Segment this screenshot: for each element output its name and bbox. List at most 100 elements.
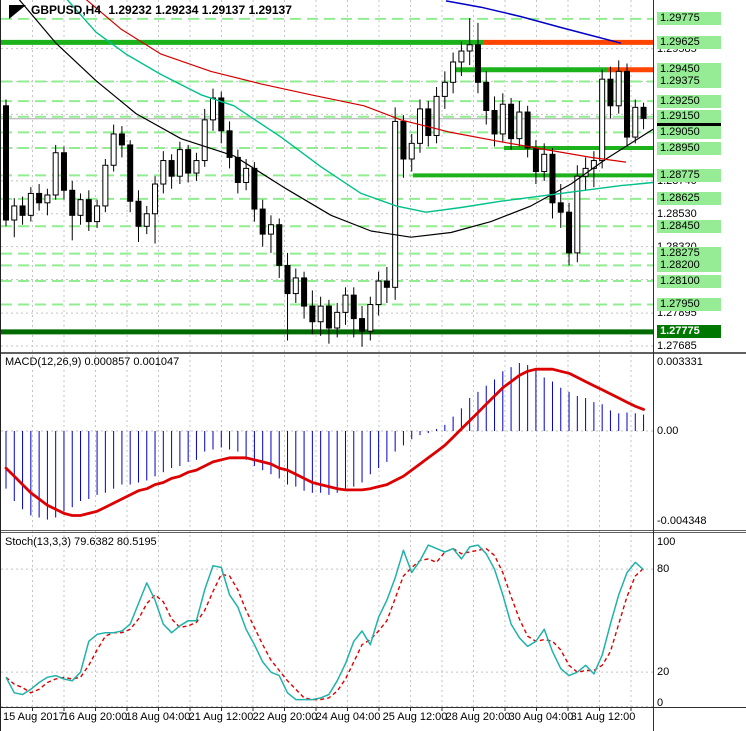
price-grid-label: 1.28530 <box>657 208 697 220</box>
price-level-label: 1.29150 <box>657 110 721 123</box>
candle-body <box>276 224 283 266</box>
time-axis-label: 16 Aug 20:00 <box>62 711 128 723</box>
candle-body <box>176 149 183 177</box>
chart-ohlc-quotes: 1.29232 1.29234 1.29137 1.29137 <box>108 3 292 17</box>
candle-body <box>127 144 134 202</box>
price-level-label: 1.28625 <box>657 192 721 205</box>
candle-body <box>11 205 18 221</box>
candle-body <box>226 130 233 158</box>
candle-body <box>60 152 67 191</box>
macd-signal-line <box>4 367 645 517</box>
candle-body <box>408 142 415 160</box>
time-axis-label: 22 Aug 20:00 <box>252 711 318 723</box>
price-level-label: 1.29625 <box>657 36 721 49</box>
candle-body <box>118 133 125 146</box>
candle-body <box>516 111 523 140</box>
candle-body <box>458 50 465 63</box>
candles-layer <box>3 18 647 347</box>
chart-symbol-period: GBPUSD,H4 <box>31 3 102 17</box>
price-level-label: 1.27775 <box>657 325 721 338</box>
candle-body <box>566 211 573 254</box>
macd-axis-label: 0.003331 <box>657 356 703 368</box>
candle-body <box>168 160 175 177</box>
candle-body <box>599 78 606 162</box>
candle-body <box>532 147 539 173</box>
candle-body <box>267 224 274 235</box>
candle-body <box>508 103 515 140</box>
price-level-label: 1.28200 <box>657 259 721 272</box>
price-level-label: 1.29450 <box>657 63 721 76</box>
candle-body <box>193 160 200 174</box>
candle-body <box>152 183 159 215</box>
price-panel <box>1 0 653 347</box>
stoch-indicator-label: Stoch(13,3,3) 79.6382 80.5195 <box>5 536 157 548</box>
stoch-axis-label: 0 <box>657 697 664 709</box>
time-axis-label: 24 Aug 04:00 <box>315 711 381 723</box>
price-level-label: 1.29775 <box>657 12 721 25</box>
panel-separator <box>1 352 746 354</box>
ma-blue <box>445 0 622 44</box>
candle-body <box>350 294 357 320</box>
candle-body <box>201 119 208 162</box>
candle-body <box>615 70 622 107</box>
stoch-axis-label: 20 <box>657 666 670 678</box>
candle-body <box>342 294 349 313</box>
time-axis-label: 18 Aug 04:00 <box>125 711 191 723</box>
candle-body <box>400 120 407 160</box>
symbol-marker-icon <box>9 5 26 19</box>
candle-body <box>433 95 440 137</box>
time-axis-label: 25 Aug 12:00 <box>382 711 448 723</box>
candle-body <box>284 264 291 295</box>
macd-indicator-label: MACD(12,26,9) 0.000857 0.001047 <box>5 356 180 368</box>
time-axis-label: 15 Aug 2017 <box>3 711 65 723</box>
candle-body <box>85 199 92 223</box>
candle-body <box>77 199 84 216</box>
candle-body <box>309 305 316 323</box>
candle-body <box>375 280 382 306</box>
candle-body <box>483 81 490 111</box>
candle-body <box>69 189 76 216</box>
macd-axis-label: -0.004348 <box>657 515 707 527</box>
price-level-label: 1.29375 <box>657 75 721 88</box>
candle-body <box>27 192 34 216</box>
candle-body <box>450 61 457 83</box>
candle-body <box>334 311 341 329</box>
stoch-axis-label: 100 <box>657 536 676 548</box>
candle-body <box>234 156 241 183</box>
candle-body <box>44 194 51 204</box>
candle-body <box>143 213 150 227</box>
price-grid-label: 1.27685 <box>657 340 697 352</box>
candle-body <box>541 153 548 173</box>
candle-body <box>259 208 266 235</box>
stoch-main-line <box>5 544 645 701</box>
price-level-label: 1.27950 <box>657 298 721 311</box>
candle-body <box>574 175 581 254</box>
stoch-signal-line <box>5 547 645 701</box>
macd-panel <box>1 363 653 520</box>
candle-body <box>640 106 647 119</box>
candle-body <box>417 108 423 144</box>
price-level-label: 1.29250 <box>657 95 721 108</box>
candle-body <box>317 305 324 323</box>
candle-body <box>243 167 250 183</box>
ma-teal <box>66 0 653 213</box>
candle-body <box>292 277 299 295</box>
candle-body <box>624 70 630 138</box>
candle-body <box>19 205 26 216</box>
price-level-label: 1.28950 <box>657 142 721 155</box>
price-level-label: 1.28775 <box>657 169 721 182</box>
candle-body <box>425 108 432 137</box>
panel-separator <box>1 532 746 533</box>
chart-title: GBPUSD,H4 1.29232 1.29234 1.29137 1.2913… <box>31 3 296 17</box>
time-axis-label: 30 Aug 04:00 <box>508 711 574 723</box>
price-level-label: 1.29050 <box>657 126 721 139</box>
time-axis-label: 21 Aug 12:00 <box>188 711 254 723</box>
candle-body <box>499 103 506 135</box>
candle-body <box>474 44 481 83</box>
panel-separator <box>1 530 746 531</box>
candle-body <box>251 167 258 210</box>
candle-body <box>549 153 556 204</box>
